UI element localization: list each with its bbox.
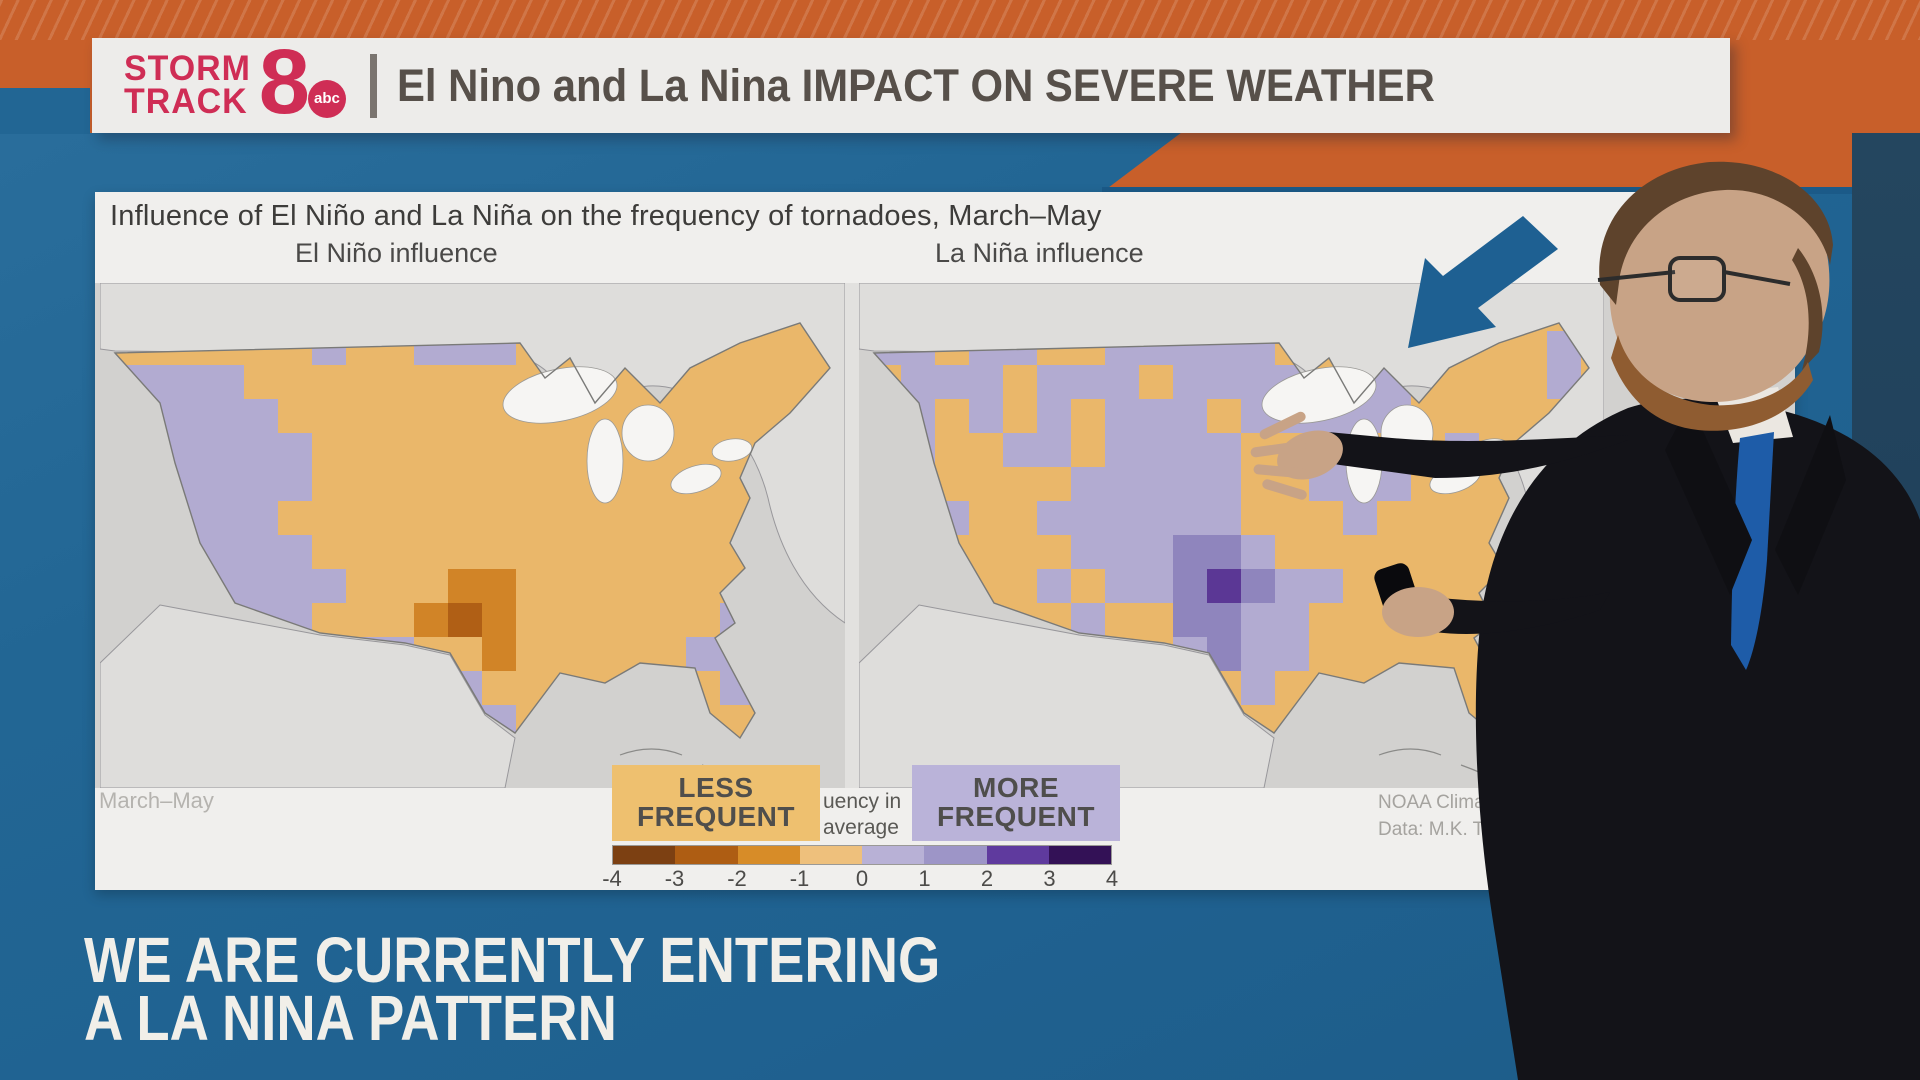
legend-note-line1: uency in	[823, 790, 902, 813]
legend-note-line2: average	[823, 816, 899, 840]
logo-line1: STORM	[124, 49, 251, 89]
banner-divider	[369, 53, 377, 118]
figure-title: Influence of El Niño and La Niña on the …	[110, 200, 1102, 232]
header-underline	[1102, 187, 1920, 194]
legend-more-frequent: MORE FREQUENT	[912, 765, 1120, 841]
presenter	[1250, 161, 1920, 1080]
legend-less-frequent: LESS FREQUENT	[612, 765, 820, 841]
header-left-notch	[0, 88, 90, 134]
lower-hand	[1382, 587, 1454, 637]
season-note: March–May	[99, 788, 214, 813]
tie	[1731, 432, 1774, 670]
legend-colorbar	[612, 845, 1112, 865]
hair	[1599, 161, 1833, 305]
channel-8-logo: 8	[258, 31, 310, 134]
legend-more-line2: FREQUENT	[937, 801, 1095, 832]
el-nino-map	[100, 283, 845, 788]
map-seam	[845, 283, 859, 788]
el-nino-map-label: El Niño influence	[295, 238, 498, 268]
lower-third-line1: WE ARE CURRENTLY ENTERING	[84, 924, 941, 996]
legend-center-note: uency in average	[823, 789, 911, 842]
lower-third-line2: A LA NINA PATTERN	[84, 982, 617, 1054]
legend-tick-labels: -4 -3 -2 -1 0 1 2 3 4	[602, 866, 1119, 891]
hatch-texture	[0, 0, 1920, 40]
face	[1609, 183, 1830, 402]
legend-less-line2: FREQUENT	[637, 801, 795, 832]
la-nina-map-label: La Niña influence	[935, 238, 1144, 268]
legend-more-line1: MORE	[973, 772, 1059, 804]
legend-less-line1: LESS	[678, 772, 754, 804]
banner-headline: El Nino and La Nina IMPACT ON SEVERE WEA…	[396, 59, 1435, 111]
storm-track-logo: STORM TRACK	[124, 49, 251, 121]
glasses	[1597, 256, 1791, 302]
abc-network-icon: abc	[307, 79, 346, 118]
logo-line2: TRACK	[124, 81, 248, 121]
gesturing-hand	[1250, 411, 1343, 500]
title-banner: STORM TRACK 8 abc El Nino and La Nina IM…	[92, 31, 1730, 134]
beard	[1611, 335, 1813, 431]
